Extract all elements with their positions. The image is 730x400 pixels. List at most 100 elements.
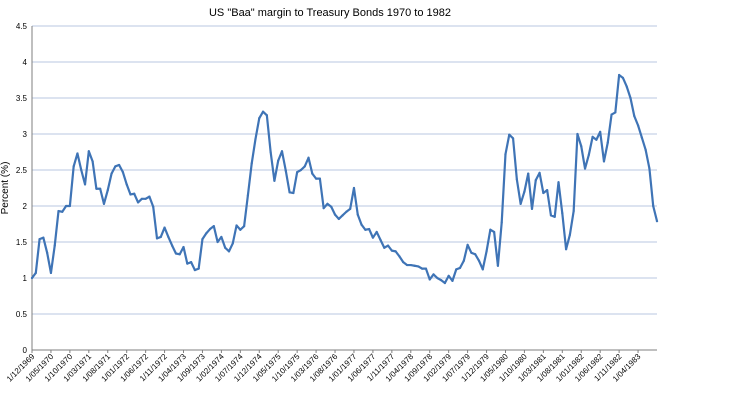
data-point bbox=[652, 204, 655, 208]
y-tick-labels: 0 0.5 1 1.5 2 2.5 3 3.5 4 4.5 bbox=[16, 22, 28, 355]
data-point bbox=[311, 172, 314, 175]
data-point bbox=[68, 204, 71, 208]
data-point bbox=[171, 244, 174, 247]
data-point bbox=[489, 228, 492, 231]
data-point bbox=[474, 253, 477, 256]
data-point bbox=[421, 267, 424, 270]
data-point bbox=[485, 250, 488, 253]
data-point bbox=[34, 271, 37, 275]
data-point bbox=[159, 235, 162, 239]
data-point bbox=[432, 273, 435, 276]
data-point bbox=[167, 235, 170, 239]
data-point bbox=[174, 252, 178, 255]
data-point bbox=[493, 230, 496, 234]
data-point bbox=[129, 193, 132, 196]
axes bbox=[31, 26, 657, 351]
data-point bbox=[356, 213, 359, 216]
data-point bbox=[371, 236, 375, 239]
y-tick-label: 3.5 bbox=[16, 94, 28, 103]
data-point bbox=[57, 209, 60, 213]
data-point bbox=[534, 178, 537, 182]
data-point bbox=[38, 238, 41, 241]
data-point bbox=[201, 238, 204, 241]
data-point bbox=[375, 230, 378, 234]
data-point bbox=[580, 145, 583, 148]
data-point bbox=[197, 267, 200, 270]
data-point bbox=[91, 160, 94, 163]
data-point bbox=[352, 186, 356, 190]
data-point bbox=[125, 183, 128, 186]
data-point bbox=[424, 267, 428, 270]
data-point bbox=[519, 202, 522, 205]
data-point bbox=[53, 244, 56, 247]
data-point bbox=[326, 202, 329, 205]
data-point bbox=[614, 111, 617, 114]
data-point bbox=[561, 212, 564, 215]
data-point bbox=[155, 237, 159, 240]
data-point bbox=[208, 227, 212, 231]
data-point bbox=[99, 187, 102, 190]
y-tick-label: 0.5 bbox=[16, 310, 28, 319]
data-point bbox=[394, 250, 397, 253]
data-point bbox=[625, 85, 628, 88]
data-point bbox=[606, 141, 609, 144]
data-point bbox=[515, 178, 518, 181]
data-point bbox=[254, 137, 257, 141]
data-point bbox=[368, 227, 371, 231]
data-point bbox=[205, 232, 208, 235]
data-point bbox=[462, 259, 465, 262]
data-point bbox=[398, 255, 401, 258]
data-point bbox=[564, 248, 568, 251]
data-point bbox=[451, 279, 454, 282]
data-point bbox=[250, 162, 253, 165]
data-point bbox=[383, 246, 386, 249]
data-point bbox=[280, 150, 284, 153]
data-point bbox=[330, 205, 333, 208]
data-point bbox=[455, 268, 458, 271]
data-point bbox=[95, 187, 98, 190]
data-point bbox=[258, 117, 261, 120]
data-point bbox=[595, 138, 598, 141]
data-point bbox=[152, 205, 155, 208]
data-point bbox=[621, 76, 625, 79]
data-point bbox=[546, 189, 549, 192]
x-tick-labels: 1/12/19691/05/19701/10/19701/03/19711/08… bbox=[5, 350, 643, 384]
data-point bbox=[314, 177, 318, 180]
data-point bbox=[322, 207, 325, 210]
data-point bbox=[220, 235, 223, 239]
data-point bbox=[439, 279, 443, 282]
data-point bbox=[235, 224, 238, 227]
data-point bbox=[61, 210, 64, 213]
data-point bbox=[224, 246, 227, 249]
data-point bbox=[246, 194, 250, 197]
data-point bbox=[186, 262, 189, 265]
data-point bbox=[481, 268, 484, 271]
data-point bbox=[504, 153, 507, 156]
data-point bbox=[349, 207, 352, 210]
data-point bbox=[284, 169, 287, 172]
data-point bbox=[239, 228, 242, 231]
data-point bbox=[178, 253, 181, 256]
data-point bbox=[583, 167, 587, 170]
data-point bbox=[49, 271, 53, 275]
data-point bbox=[477, 259, 481, 262]
y-tick-label: 2.5 bbox=[16, 166, 28, 175]
data-point bbox=[413, 264, 416, 267]
data-point bbox=[618, 73, 621, 77]
series-line bbox=[30, 73, 659, 285]
data-point bbox=[182, 245, 185, 249]
data-point bbox=[212, 225, 215, 228]
data-point bbox=[549, 214, 553, 217]
data-point bbox=[538, 171, 541, 174]
y-tick-label: 1 bbox=[23, 274, 28, 283]
data-point bbox=[428, 278, 431, 281]
data-point bbox=[542, 191, 545, 195]
data-point bbox=[30, 276, 34, 280]
data-point bbox=[333, 213, 337, 216]
data-point bbox=[288, 191, 291, 194]
data-point bbox=[144, 197, 147, 200]
y-tick-label: 0 bbox=[23, 346, 28, 355]
data-point bbox=[273, 179, 276, 182]
data-point bbox=[599, 130, 602, 133]
